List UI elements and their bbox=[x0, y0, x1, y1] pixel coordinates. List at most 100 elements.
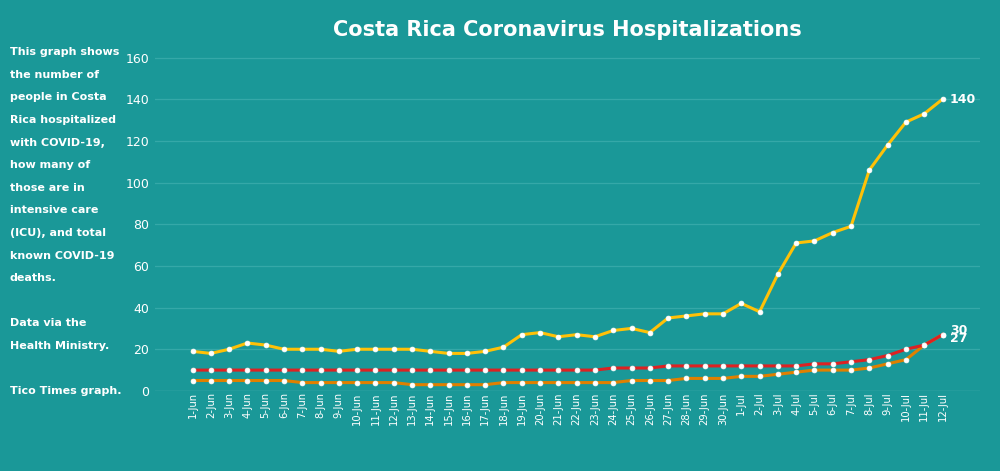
Curently in ICU bbox=[552, 380, 564, 385]
Total Deaths bbox=[644, 365, 656, 371]
Currently hospitalized bbox=[260, 342, 272, 348]
Curently in ICU bbox=[186, 378, 198, 383]
Curently in ICU bbox=[845, 367, 857, 373]
Curently in ICU bbox=[808, 367, 820, 373]
Text: Health Ministry.: Health Ministry. bbox=[10, 341, 109, 351]
Currently hospitalized bbox=[882, 142, 894, 148]
Total Deaths bbox=[589, 367, 601, 373]
Curently in ICU bbox=[388, 380, 400, 385]
Curently in ICU bbox=[589, 380, 601, 385]
Text: This graph shows: This graph shows bbox=[10, 47, 119, 57]
Curently in ICU bbox=[662, 378, 674, 383]
Currently hospitalized bbox=[662, 315, 674, 321]
Curently in ICU bbox=[900, 357, 912, 363]
Text: 30: 30 bbox=[950, 324, 967, 337]
Currently hospitalized bbox=[223, 347, 235, 352]
Currently hospitalized bbox=[644, 330, 656, 335]
Curently in ICU bbox=[424, 382, 436, 388]
Currently hospitalized bbox=[845, 223, 857, 229]
Total Deaths bbox=[772, 363, 784, 369]
Currently hospitalized bbox=[443, 350, 455, 356]
Curently in ICU bbox=[918, 342, 930, 348]
Currently hospitalized bbox=[296, 347, 308, 352]
Curently in ICU bbox=[680, 375, 692, 381]
Total Deaths bbox=[223, 367, 235, 373]
Curently in ICU bbox=[241, 378, 253, 383]
Text: the number of: the number of bbox=[10, 70, 99, 80]
Curently in ICU bbox=[754, 374, 766, 379]
Curently in ICU bbox=[296, 380, 308, 385]
Currently hospitalized bbox=[808, 238, 820, 244]
Curently in ICU bbox=[443, 382, 455, 388]
Line: Curently in ICU: Curently in ICU bbox=[190, 332, 945, 387]
Total Deaths bbox=[735, 363, 747, 369]
Text: Tico Times graph.: Tico Times graph. bbox=[10, 386, 122, 396]
Curently in ICU bbox=[223, 378, 235, 383]
Currently hospitalized bbox=[351, 347, 363, 352]
Total Deaths bbox=[699, 363, 711, 369]
Text: Rica hospitalized: Rica hospitalized bbox=[10, 115, 116, 125]
Total Deaths bbox=[790, 363, 802, 369]
Total Deaths bbox=[351, 367, 363, 373]
Curently in ICU bbox=[936, 332, 948, 338]
Total Deaths bbox=[882, 353, 894, 358]
Currently hospitalized bbox=[680, 313, 692, 319]
Curently in ICU bbox=[607, 380, 619, 385]
Total Deaths bbox=[936, 332, 948, 338]
Line: Currently hospitalized: Currently hospitalized bbox=[190, 97, 945, 356]
Currently hospitalized bbox=[516, 332, 528, 338]
Currently hospitalized bbox=[900, 119, 912, 125]
Currently hospitalized bbox=[534, 330, 546, 335]
Text: 27: 27 bbox=[950, 333, 967, 345]
Total Deaths bbox=[680, 363, 692, 369]
Curently in ICU bbox=[479, 382, 491, 388]
Total Deaths bbox=[296, 367, 308, 373]
Text: deaths.: deaths. bbox=[10, 273, 57, 283]
Total Deaths bbox=[186, 367, 198, 373]
Curently in ICU bbox=[735, 374, 747, 379]
Curently in ICU bbox=[461, 382, 473, 388]
Currently hospitalized bbox=[827, 230, 839, 236]
Currently hospitalized bbox=[278, 347, 290, 352]
Total Deaths bbox=[571, 367, 583, 373]
Text: people in Costa: people in Costa bbox=[10, 92, 107, 102]
Total Deaths bbox=[808, 361, 820, 366]
Curently in ICU bbox=[571, 380, 583, 385]
Curently in ICU bbox=[351, 380, 363, 385]
Total Deaths bbox=[497, 367, 509, 373]
Total Deaths bbox=[315, 367, 327, 373]
Text: 140: 140 bbox=[950, 93, 976, 106]
Total Deaths bbox=[479, 367, 491, 373]
Text: (ICU), and total: (ICU), and total bbox=[10, 228, 106, 238]
Currently hospitalized bbox=[424, 349, 436, 354]
Currently hospitalized bbox=[571, 332, 583, 338]
Total Deaths bbox=[241, 367, 253, 373]
Total Deaths bbox=[552, 367, 564, 373]
Text: known COVID-19: known COVID-19 bbox=[10, 251, 114, 260]
Total Deaths bbox=[388, 367, 400, 373]
Total Deaths bbox=[607, 365, 619, 371]
Curently in ICU bbox=[516, 380, 528, 385]
Text: with COVID-19,: with COVID-19, bbox=[10, 138, 105, 147]
Total Deaths bbox=[443, 367, 455, 373]
Total Deaths bbox=[918, 342, 930, 348]
Text: how many of: how many of bbox=[10, 160, 90, 170]
Currently hospitalized bbox=[315, 347, 327, 352]
Text: Data via the: Data via the bbox=[10, 318, 86, 328]
Currently hospitalized bbox=[479, 349, 491, 354]
Total Deaths bbox=[626, 365, 638, 371]
Currently hospitalized bbox=[699, 311, 711, 317]
Total Deaths bbox=[717, 363, 729, 369]
Curently in ICU bbox=[790, 369, 802, 375]
Currently hospitalized bbox=[607, 328, 619, 333]
Currently hospitalized bbox=[863, 167, 875, 173]
Currently hospitalized bbox=[717, 311, 729, 317]
Currently hospitalized bbox=[205, 350, 217, 356]
Total Deaths bbox=[827, 361, 839, 366]
Curently in ICU bbox=[205, 378, 217, 383]
Currently hospitalized bbox=[754, 309, 766, 315]
Currently hospitalized bbox=[552, 334, 564, 340]
Text: those are in: those are in bbox=[10, 183, 85, 193]
Total Deaths bbox=[662, 363, 674, 369]
Total Deaths bbox=[369, 367, 381, 373]
